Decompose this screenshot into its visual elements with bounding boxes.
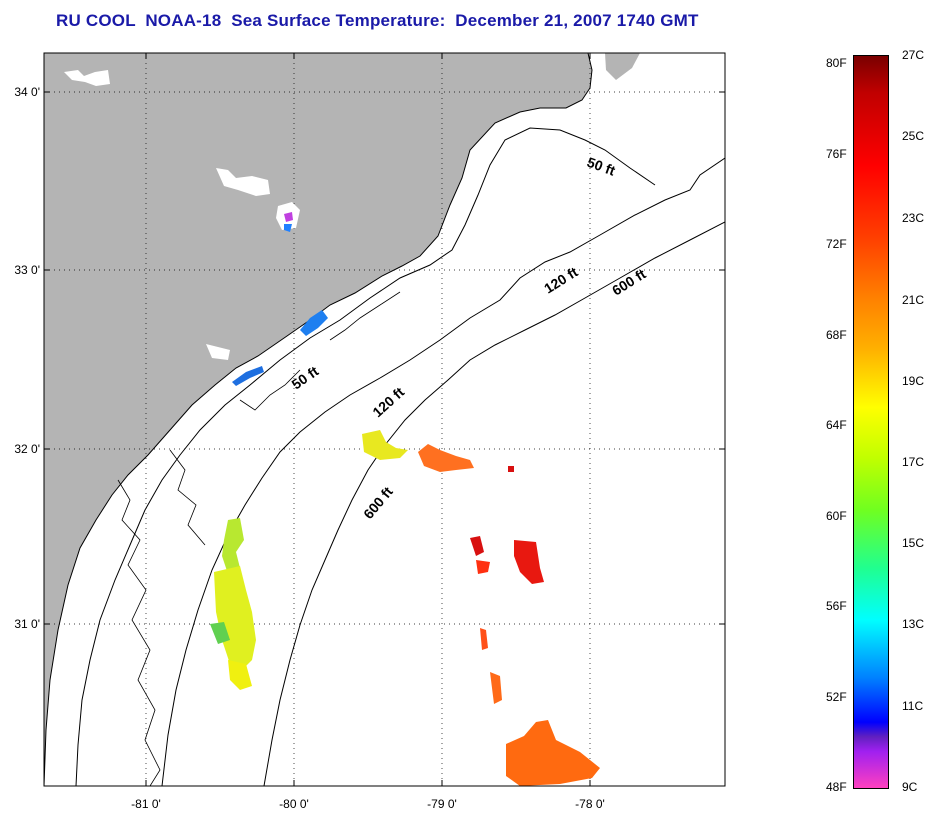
colorbar-label-c: 27C [902, 48, 925, 62]
contour-label-120ft-north: 120 ft [541, 263, 581, 296]
isobath-120ft [161, 157, 725, 786]
colorbar-label-c: 21C [902, 293, 925, 307]
contour-label-600ft-north: 600 ft [609, 265, 649, 298]
map-frame [43, 52, 726, 787]
colorbar-label-c: 9C [902, 780, 918, 794]
contour-label-120ft-south: 120 ft [369, 384, 407, 421]
colorbar-label-c: 17C [902, 455, 925, 469]
colorbar-label-c: 25C [902, 129, 925, 143]
colorbar-label-f: 52F [826, 690, 847, 704]
colorbar-label-c: 15C [902, 536, 925, 550]
lat-label: 34 0' [14, 85, 40, 99]
colorbar-label-c: 19C [902, 374, 925, 388]
lat-label: 32 0' [14, 442, 40, 456]
colorbar-label-f: 76F [826, 147, 847, 161]
lon-label: -78 0' [575, 797, 605, 811]
colorbar-label-f: 64F [826, 418, 847, 432]
colorbar-label-c: 23C [902, 211, 925, 225]
colorbar-label-f: 60F [826, 509, 847, 523]
axis-ticks [44, 53, 725, 786]
land-area [44, 53, 592, 786]
contour-label-600ft-south: 600 ft [360, 483, 396, 522]
isobath-50ft [75, 127, 656, 786]
colorbar-label-f: 80F [826, 56, 847, 70]
colorbar-label-f: 68F [826, 328, 847, 342]
temperature-colorbar [853, 55, 889, 789]
lat-label: 31 0' [14, 617, 40, 631]
sst-data [210, 212, 600, 786]
marsh-outline [117, 291, 401, 786]
colorbar-label-f: 72F [826, 237, 847, 251]
colorbar-label-c: 11C [902, 699, 924, 713]
lon-label: -80 0' [279, 797, 309, 811]
land-patch [605, 53, 640, 80]
lon-label: -79 0' [427, 797, 457, 811]
contour-label-50ft-south: 50 ft [289, 363, 322, 393]
map-title: RU COOL NOAA-18 Sea Surface Temperature:… [56, 11, 699, 30]
isobath-600ft [263, 221, 725, 786]
lat-label: 33 0' [14, 263, 40, 277]
colorbar-label-c: 13C [902, 617, 925, 631]
lon-label: -81 0' [131, 797, 161, 811]
colorbar-label-f: 56F [826, 599, 847, 613]
contour-label-50ft-north: 50 ft [585, 154, 618, 179]
colorbar-label-f: 48F [826, 780, 847, 794]
